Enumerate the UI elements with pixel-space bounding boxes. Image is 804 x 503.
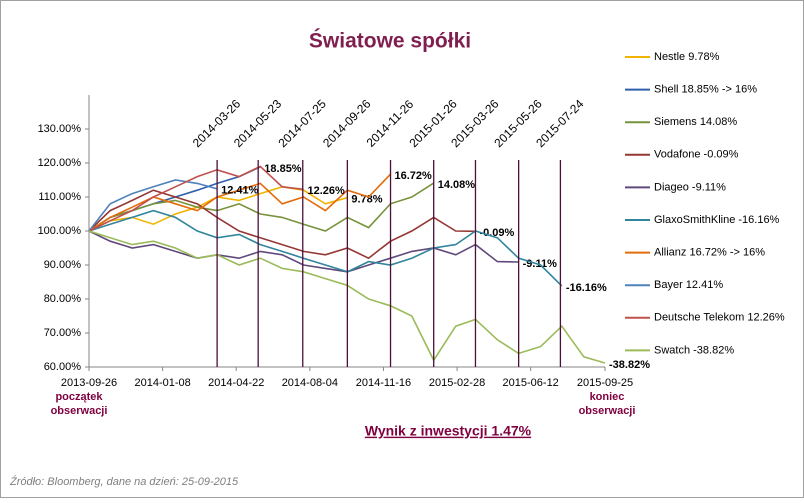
y-tick-label: 80.00%	[44, 293, 82, 305]
legend-label: Shell 18.85% -> 16%	[654, 84, 757, 96]
legend-label: Deutsche Telekom 12.26%	[654, 312, 785, 324]
legend-label: Allianz 16.72% -> 16%	[654, 247, 765, 259]
end-label: 18.85%	[264, 163, 302, 175]
legend-label: Swatch -38.82%	[654, 344, 734, 356]
y-tick-label: 130.00%	[38, 123, 82, 135]
end-label: -0.09%	[479, 227, 514, 239]
end-label: -38.82%	[609, 359, 650, 371]
x-tick-label: 2013-09-26	[61, 377, 117, 389]
y-tick-label: 70.00%	[44, 327, 82, 339]
x-tick-label: 2015-06-12	[503, 377, 559, 389]
legend-label: Nestle 9.78%	[654, 51, 720, 63]
end-label: -9.11%	[523, 258, 557, 270]
note-line: obserwacji	[579, 405, 636, 417]
end-label: 16.72%	[395, 170, 433, 182]
series-line	[88, 230, 519, 273]
chart-title: Światowe spółki	[309, 29, 471, 53]
x-tick-label: 2014-08-04	[282, 377, 338, 389]
y-tick-label: 110.00%	[38, 191, 81, 203]
legend-label: Bayer 12.41%	[654, 279, 723, 291]
end-label: 12.26%	[307, 185, 345, 197]
source: Źródło: Bloomberg, dane na dzień: 25-09-…	[9, 475, 239, 488]
series-line	[88, 182, 435, 232]
y-tick-label: 60.00%	[44, 361, 82, 373]
observation-note: początek obserwacji	[51, 391, 108, 417]
note-line: obserwacji	[51, 405, 108, 417]
series-line	[88, 165, 304, 232]
series-line	[88, 179, 218, 232]
y-tick-label: 120.00%	[38, 157, 82, 169]
end-label: 12.41%	[221, 185, 259, 197]
observation-note: koniec obserwacji	[579, 391, 636, 417]
x-tick-label: 2014-01-08	[134, 377, 190, 389]
y-tick-label: 90.00%	[44, 259, 82, 271]
legend-label: Vodafone -0.09%	[654, 149, 739, 161]
note-line: początek	[55, 391, 103, 403]
series-line	[88, 173, 392, 232]
y-tick-label: 100.00%	[38, 225, 82, 237]
legend-label: Siemens 14.08%	[654, 116, 737, 128]
x-tick-label: 2015-09-25	[577, 377, 633, 389]
x-tick-label: 2014-11-16	[356, 377, 411, 389]
series-line	[88, 209, 563, 287]
series-line	[88, 189, 476, 260]
end-label: 9.78%	[351, 194, 382, 206]
legend-label: Diageo -9.11%	[654, 181, 726, 193]
end-label: -16.16%	[566, 282, 607, 294]
legend-label: GlaxoSmithKline -16.16%	[654, 214, 780, 226]
end-label: 14.08%	[438, 179, 476, 191]
note-line: koniec	[590, 391, 625, 403]
result: Wynik z inwestycji 1.47%	[365, 423, 532, 439]
x-tick-label: 2015-02-28	[429, 377, 485, 389]
x-tick-label: 2014-04-22	[208, 377, 264, 389]
